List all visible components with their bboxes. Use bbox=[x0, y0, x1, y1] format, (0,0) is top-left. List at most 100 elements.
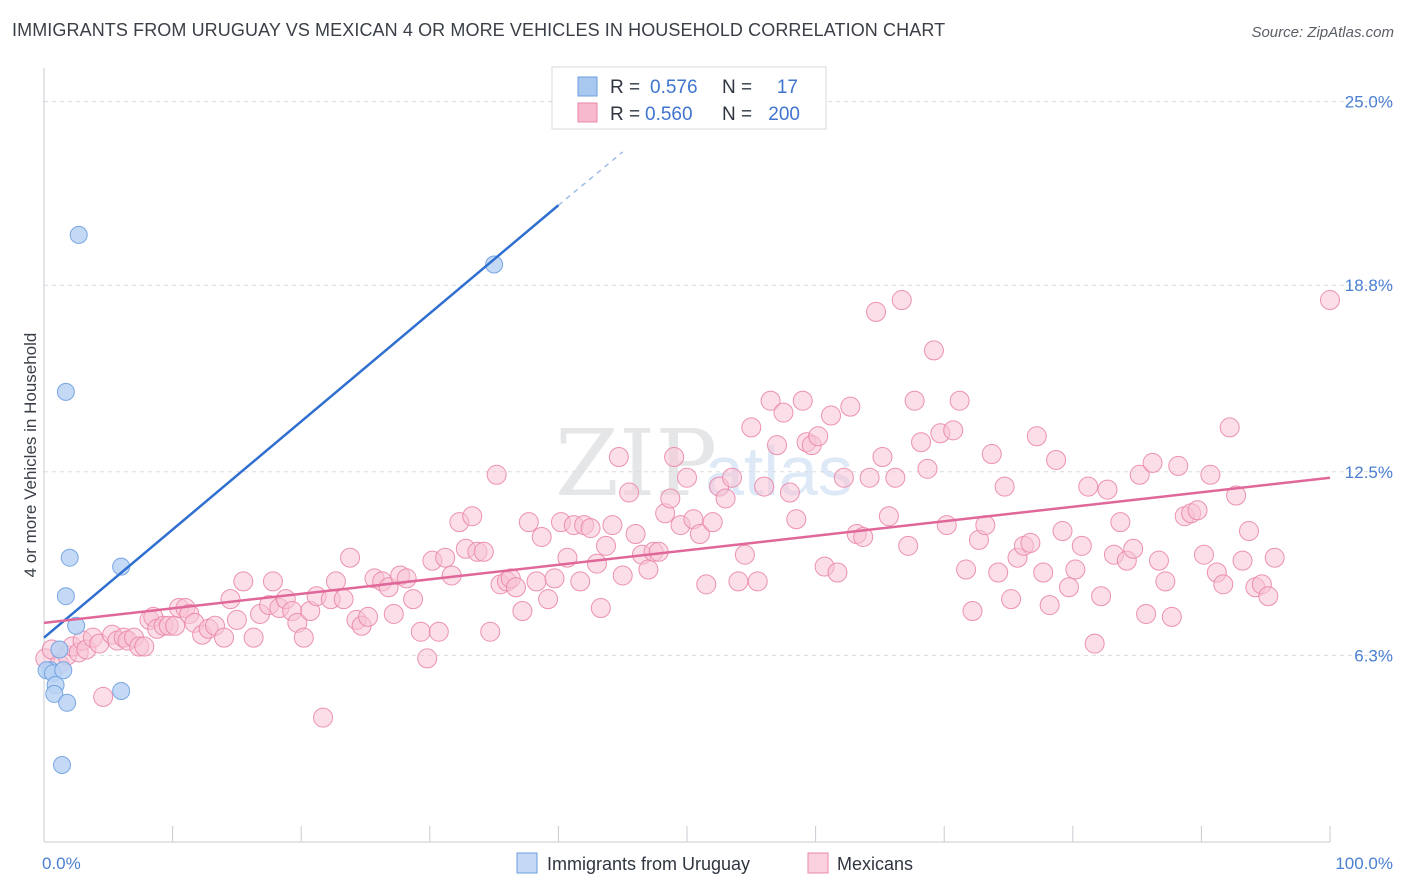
mexicans-point-148 bbox=[943, 420, 964, 441]
mexicans-point-168 bbox=[1071, 535, 1092, 556]
mexicans-point-145 bbox=[923, 340, 944, 361]
y-tick-label-0: 6.3% bbox=[1354, 646, 1393, 665]
mexicans-point-188 bbox=[1200, 464, 1221, 485]
mexicans-point-49 bbox=[333, 589, 354, 610]
mexicans-point-113 bbox=[722, 467, 743, 488]
mexicans-point-182 bbox=[1161, 606, 1182, 627]
uruguay-point-6 bbox=[67, 616, 86, 635]
mexicans-point-186 bbox=[1187, 500, 1208, 521]
uruguay-point-16 bbox=[53, 756, 72, 774]
mexicans-point-143 bbox=[911, 432, 932, 453]
mexicans-point-82 bbox=[538, 589, 559, 610]
mexicans-point-177 bbox=[1129, 464, 1150, 485]
uruguay-trend-extension bbox=[557, 151, 624, 206]
legend-r-value-uruguay: 0.576 bbox=[650, 77, 698, 98]
mexicans-point-197 bbox=[1258, 586, 1279, 607]
legend-swatch-immigrants-from-uruguay bbox=[516, 852, 538, 874]
mexicans-point-132 bbox=[840, 396, 861, 417]
mexicans-point-149 bbox=[949, 390, 970, 411]
mexicans-point-157 bbox=[1001, 589, 1022, 610]
mexicans-point-136 bbox=[866, 301, 887, 322]
mexicans-point-154 bbox=[981, 444, 1002, 465]
mexicans-point-78 bbox=[512, 601, 533, 621]
mexicans-trend-line bbox=[43, 476, 1331, 625]
mexicans-point-89 bbox=[580, 518, 601, 539]
tick-labels: 6.3% 12.5% 18.8% 25.0% 0.0% 100.0% bbox=[42, 93, 1393, 873]
mexicans-point-130 bbox=[827, 562, 848, 583]
mexicans-point-121 bbox=[773, 402, 794, 423]
mexicans-point-198 bbox=[1264, 547, 1285, 568]
legend-n-value-mexicans: 200 bbox=[768, 104, 800, 125]
mexicans-point-79 bbox=[518, 512, 539, 533]
mexicans-point-38 bbox=[262, 571, 283, 592]
x-tick-label-0: 0.0% bbox=[42, 854, 81, 873]
mexicans-point-127 bbox=[808, 426, 829, 447]
legend-r-value-mexicans: 0.560 bbox=[645, 104, 693, 125]
mexicans-point-118 bbox=[754, 476, 775, 497]
mexicans-point-144 bbox=[917, 458, 938, 479]
mexicans-point-164 bbox=[1046, 449, 1067, 470]
mexicans-point-80 bbox=[526, 571, 547, 592]
mexicans-point-192 bbox=[1226, 485, 1247, 506]
uruguay-point-2 bbox=[56, 382, 75, 401]
mexicans-point-106 bbox=[677, 467, 697, 488]
legend-n-value-uruguay: 17 bbox=[777, 77, 798, 98]
mexicans-point-155 bbox=[988, 562, 1009, 583]
mexicans-point-160 bbox=[1020, 532, 1041, 553]
mexicans-point-99 bbox=[638, 559, 659, 580]
uruguay-points bbox=[37, 225, 504, 774]
mexicans-point-194 bbox=[1238, 521, 1259, 542]
mexicans-point-97 bbox=[625, 524, 646, 544]
mexicans-point-69 bbox=[462, 506, 483, 527]
mexicans-point-174 bbox=[1110, 512, 1131, 533]
mexicans-point-176 bbox=[1123, 538, 1144, 559]
mexicans-point-147 bbox=[936, 515, 957, 536]
mexicans-point-187 bbox=[1193, 544, 1214, 565]
uruguay-point-3 bbox=[60, 548, 79, 567]
mexicans-point-123 bbox=[786, 509, 807, 530]
uruguay-point-7 bbox=[50, 640, 69, 659]
mexicans-point-71 bbox=[473, 541, 494, 562]
mexicans-point-163 bbox=[1039, 595, 1060, 616]
mexicans-point-191 bbox=[1219, 417, 1240, 438]
uruguay-point-11 bbox=[54, 661, 73, 680]
chart-title: IMMIGRANTS FROM URUGUAY VS MEXICAN 4 OR … bbox=[12, 20, 946, 40]
mexicans-point-90 bbox=[586, 553, 607, 574]
mexicans-point-103 bbox=[660, 488, 681, 509]
mexicans-point-139 bbox=[885, 467, 906, 488]
mexicans-points bbox=[35, 290, 1340, 728]
mexicans-point-170 bbox=[1084, 633, 1105, 654]
legend-swatch-mexicans bbox=[577, 102, 598, 123]
mexicans-point-115 bbox=[734, 544, 755, 565]
mexicans-point-172 bbox=[1097, 479, 1118, 500]
uruguay-point-13 bbox=[45, 684, 64, 703]
mexicans-point-87 bbox=[570, 571, 591, 592]
correlation-legend: R = 0.576 N = 17 R = 0.560 N = 200 bbox=[551, 66, 827, 130]
mexicans-point-108 bbox=[689, 524, 710, 544]
mexicans-point-141 bbox=[898, 535, 919, 556]
mexicans-point-124 bbox=[792, 390, 813, 411]
mexicans-point-17 bbox=[134, 636, 155, 657]
mexicans-point-31 bbox=[214, 627, 235, 648]
mexicans-point-60 bbox=[403, 589, 424, 610]
mexicans-point-114 bbox=[728, 571, 749, 592]
watermark-zip: ZIP bbox=[555, 410, 717, 517]
mexicans-point-94 bbox=[608, 447, 629, 467]
mexicans-point-62 bbox=[417, 648, 438, 669]
mexicans-point-50 bbox=[340, 547, 361, 568]
mexicans-point-59 bbox=[396, 568, 417, 589]
y-axis-label: 4 or more Vehicles in Household bbox=[21, 333, 40, 578]
legend-n-label-mexicans: N = bbox=[722, 104, 752, 125]
legend-n-label-uruguay: N = bbox=[722, 77, 752, 98]
mexicans-point-81 bbox=[531, 526, 552, 547]
mexicans-point-166 bbox=[1058, 577, 1079, 598]
mexicans-point-120 bbox=[767, 435, 788, 456]
mexicans-point-64 bbox=[428, 621, 449, 642]
uruguay-trend-line bbox=[43, 204, 560, 639]
mexicans-point-156 bbox=[994, 476, 1015, 497]
mexicans-point-32 bbox=[220, 589, 241, 610]
mexicans-point-83 bbox=[544, 568, 565, 589]
legend-swatch-mexicans bbox=[807, 852, 829, 874]
mexicans-point-110 bbox=[702, 512, 723, 533]
